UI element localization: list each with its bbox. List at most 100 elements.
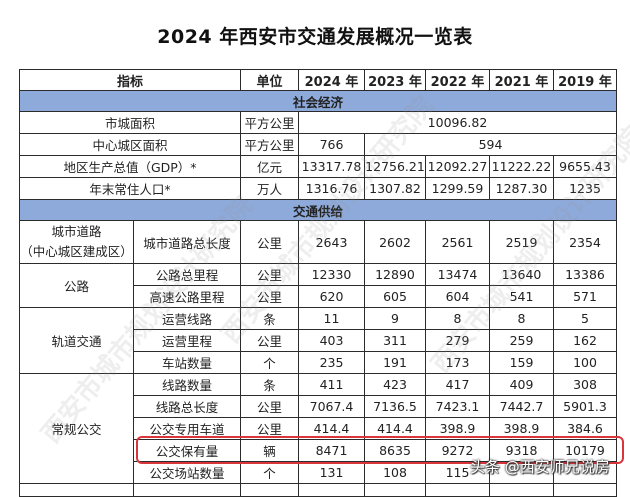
table-row: 常规公交 线路数量 条 411 423 417 409 308 [19, 373, 617, 484]
table-row-cut-off [19, 483, 617, 497]
cell-value: 235 [298, 351, 365, 374]
row-label: 市城面积 [19, 111, 241, 134]
cell-value: 594 [364, 133, 617, 156]
group-label-urban-road: 城市道路 （中心城区建成区） [19, 220, 134, 264]
cell-value: 191 [364, 351, 426, 374]
cell-value: 13317.78 [298, 155, 365, 178]
row-label: 线路总长度 [133, 395, 241, 418]
cell-value: 9272 [425, 439, 490, 462]
cell-value: 12330 [298, 263, 365, 286]
cell-value: 12890 [364, 263, 426, 286]
table-row: 公路 公路总里程 公里 12330 12890 13474 13640 1338… [19, 263, 617, 308]
group-label-line1: 城市道路 [51, 224, 102, 239]
table-row: 车站数量 个 235 191 173 159 100 [20, 351, 617, 374]
cell-empty [133, 483, 241, 497]
section-transport-supply: 交通供给 [19, 199, 617, 221]
header-unit: 单位 [240, 69, 299, 91]
cell-value: 605 [364, 285, 426, 308]
table-row: 中心城区面积 平方公里 766 594 [19, 133, 617, 156]
cell-value: 409 [489, 373, 554, 396]
row-unit: 条 [240, 307, 299, 330]
cell-value: 1307.82 [364, 177, 426, 200]
table-row: 运营里程 公里 403 311 279 259 162 [20, 329, 617, 352]
cell-value: 7442.7 [489, 395, 554, 418]
cell-value: 11222.22 [489, 155, 554, 178]
cell-value: 11 [298, 307, 365, 330]
row-label: 城市道路总长度 [133, 220, 241, 264]
row-unit: 万人 [240, 177, 299, 200]
transport-overview-table: 指标 单位 2024 年 2023 年 2022 年 2021 年 2019 年… [19, 69, 617, 497]
row-unit: 条 [240, 373, 299, 396]
section-title: 交通供给 [19, 199, 617, 221]
row-label: 年末常住人口* [19, 177, 241, 200]
cell-value: 159 [489, 351, 554, 374]
row-unit: 公里 [240, 395, 299, 418]
cell-value: 7136.5 [364, 395, 426, 418]
cell-value: 9655.43 [553, 155, 617, 178]
cell-value: 2602 [364, 220, 426, 264]
cell-value: 10096.82 [298, 111, 617, 134]
row-unit: 公里 [240, 285, 299, 308]
header-indicator: 指标 [19, 69, 241, 91]
cell-value: 414.4 [364, 417, 426, 440]
cell-value: 384.6 [553, 417, 617, 440]
cell-value: 108 [364, 461, 426, 484]
header-row: 指标 单位 2024 年 2023 年 2022 年 2021 年 2019 年 [19, 69, 617, 91]
cell-value: 2561 [425, 220, 490, 264]
table-row: 轨道交通 运营线路 条 11 9 8 8 5 [19, 307, 617, 374]
row-label: 地区生产总值（GDP）* [19, 155, 241, 178]
cell-value: 13640 [489, 263, 554, 286]
cell-value: 100 [553, 351, 617, 374]
cell-value: 5 [553, 307, 617, 330]
cell-empty [240, 483, 299, 497]
cell-value: 162 [553, 329, 617, 352]
cell-value: 7423.1 [425, 395, 490, 418]
cell-value: 1287.30 [489, 177, 554, 200]
row-label: 公交专用车道 [133, 417, 241, 440]
cell-value: 7067.4 [298, 395, 365, 418]
table-row: 地区生产总值（GDP）* 亿元 13317.78 12756.21 12092.… [19, 155, 617, 178]
section-social-economy: 社会经济 [19, 90, 617, 112]
row-label: 车站数量 [133, 351, 241, 374]
row-unit: 平方公里 [240, 133, 299, 156]
row-unit: 亿元 [240, 155, 299, 178]
cell-value: 8 [489, 307, 554, 330]
cell-value: 2643 [298, 220, 365, 264]
cell-value: 1299.59 [425, 177, 490, 200]
table-row: 城市道路 （中心城区建成区） 城市道路总长度 公里 2643 2602 2561… [19, 220, 617, 264]
group-label-highway: 公路 [19, 263, 134, 308]
table-row: 线路总长度 公里 7067.4 7136.5 7423.1 7442.7 590… [20, 395, 617, 418]
cell-value: 311 [364, 329, 426, 352]
cell-value: 2354 [553, 220, 617, 264]
row-label: 线路数量 [133, 373, 241, 396]
cell-value: 12092.27 [425, 155, 490, 178]
cell-value: 308 [553, 373, 617, 396]
cell-value: 414.4 [298, 417, 365, 440]
row-unit: 个 [240, 351, 299, 374]
table-row: 高速公路里程 公里 620 605 604 541 571 [20, 285, 617, 308]
cell-empty [298, 483, 365, 497]
cell-value: 12756.21 [364, 155, 426, 178]
row-label: 公交场站数量 [133, 461, 241, 484]
row-label: 中心城区面积 [19, 133, 241, 156]
cell-empty [553, 483, 617, 497]
table-row: 年末常住人口* 万人 1316.76 1307.82 1299.59 1287.… [19, 177, 617, 200]
group-label-rail: 轨道交通 [19, 307, 134, 374]
cell-value: 398.9 [425, 417, 490, 440]
row-unit: 公里 [240, 329, 299, 352]
cell-value: 8 [425, 307, 490, 330]
header-year-2023: 2023 年 [364, 69, 426, 91]
cell-value: 259 [489, 329, 554, 352]
cell-value: 13386 [553, 263, 617, 286]
header-year-2019: 2019 年 [553, 69, 617, 91]
row-unit: 平方公里 [240, 111, 299, 134]
section-title: 社会经济 [19, 90, 617, 112]
cell-value: 403 [298, 329, 365, 352]
cell-value: 173 [425, 351, 490, 374]
cell-value: 5901.3 [553, 395, 617, 418]
group-label-bus: 常规公交 [19, 373, 134, 484]
row-label: 公交保有量 [133, 439, 241, 462]
cell-value: 2519 [489, 220, 554, 264]
cell-value: 620 [298, 285, 365, 308]
row-unit: 个 [240, 461, 299, 484]
